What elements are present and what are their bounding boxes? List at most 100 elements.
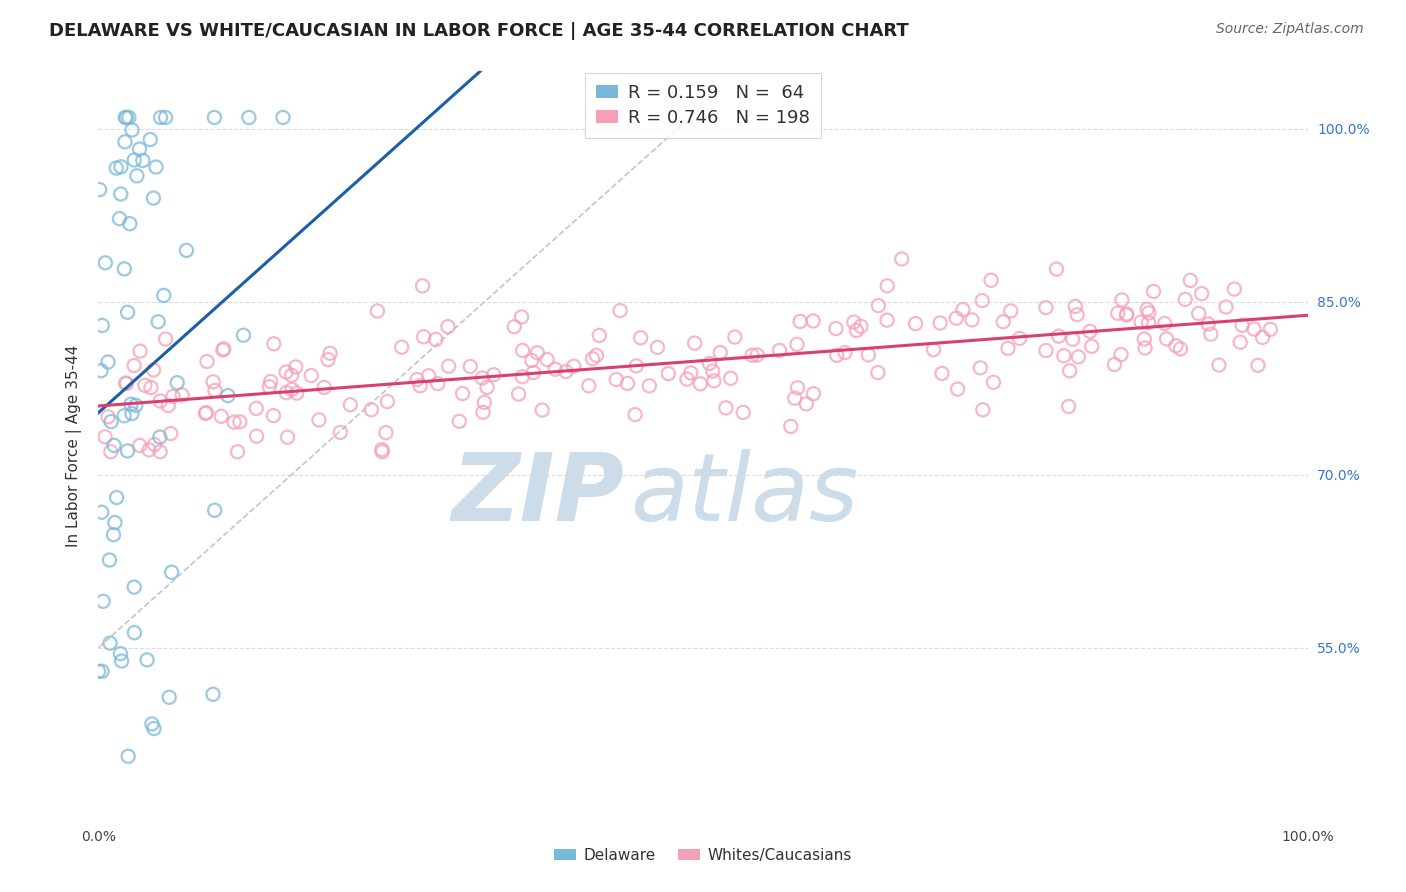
Point — [114, 135, 136, 149]
Point — [1174, 293, 1197, 307]
Point — [520, 353, 543, 368]
Point — [122, 359, 145, 373]
Point — [117, 444, 139, 458]
Point — [1045, 262, 1067, 277]
Point — [204, 503, 226, 517]
Point — [868, 299, 890, 313]
Point — [412, 278, 434, 293]
Point — [98, 553, 121, 567]
Point — [118, 217, 141, 231]
Point — [969, 360, 991, 375]
Point — [482, 368, 505, 382]
Point — [1053, 349, 1076, 363]
Point — [724, 330, 747, 344]
Point — [733, 405, 755, 419]
Point — [789, 314, 811, 328]
Point — [246, 429, 269, 443]
Point — [159, 426, 181, 441]
Point — [1215, 300, 1237, 314]
Point — [1197, 317, 1219, 331]
Point — [1208, 358, 1230, 372]
Point — [314, 380, 336, 394]
Point — [238, 111, 260, 125]
Point — [1153, 317, 1175, 331]
Point — [842, 315, 865, 329]
Point — [391, 340, 413, 354]
Point — [360, 402, 382, 417]
Point — [91, 594, 114, 608]
Point — [176, 244, 198, 258]
Point — [91, 318, 114, 333]
Point — [679, 366, 702, 380]
Point — [562, 359, 585, 374]
Point — [1104, 358, 1126, 372]
Point — [1188, 306, 1211, 320]
Point — [121, 123, 143, 137]
Point — [720, 371, 742, 385]
Point — [226, 444, 249, 458]
Point — [786, 337, 808, 351]
Point — [90, 505, 112, 519]
Point — [90, 364, 112, 378]
Point — [204, 384, 226, 398]
Point — [544, 362, 567, 376]
Point — [412, 330, 434, 344]
Point — [1109, 347, 1132, 361]
Point — [794, 397, 817, 411]
Point — [472, 405, 495, 419]
Point — [512, 343, 534, 358]
Point — [638, 379, 661, 393]
Point — [94, 256, 117, 270]
Point — [768, 343, 790, 358]
Point — [699, 356, 721, 370]
Point — [112, 261, 135, 276]
Point — [271, 111, 294, 125]
Point — [605, 372, 627, 386]
Point — [426, 376, 449, 391]
Point — [157, 399, 180, 413]
Point — [983, 376, 1005, 390]
Point — [630, 331, 652, 345]
Point — [825, 348, 848, 362]
Point — [1170, 342, 1192, 356]
Point — [366, 304, 388, 318]
Point — [308, 413, 330, 427]
Point — [980, 273, 1002, 287]
Point — [103, 527, 125, 541]
Point — [202, 375, 225, 389]
Point — [276, 385, 298, 400]
Point — [149, 444, 172, 458]
Point — [1136, 302, 1159, 317]
Point — [609, 303, 631, 318]
Point — [1067, 350, 1090, 364]
Point — [155, 332, 177, 346]
Point — [536, 352, 558, 367]
Point — [1130, 315, 1153, 329]
Point — [128, 142, 150, 156]
Point — [110, 647, 132, 661]
Point — [374, 425, 396, 440]
Point — [825, 321, 848, 335]
Point — [145, 160, 167, 174]
Point — [118, 111, 141, 125]
Point — [217, 388, 239, 402]
Point — [418, 368, 440, 383]
Point — [683, 336, 706, 351]
Point — [1080, 339, 1102, 353]
Point — [1133, 341, 1156, 355]
Point — [143, 438, 166, 452]
Point — [1247, 359, 1270, 373]
Point — [209, 409, 232, 424]
Point — [100, 415, 122, 429]
Point — [437, 319, 460, 334]
Point — [555, 364, 578, 378]
Point — [647, 340, 669, 354]
Point — [160, 566, 183, 580]
Point — [449, 414, 471, 428]
Point — [149, 394, 172, 409]
Point — [1260, 322, 1282, 336]
Point — [1035, 301, 1057, 315]
Point — [138, 442, 160, 457]
Point — [211, 343, 233, 357]
Point — [204, 111, 226, 125]
